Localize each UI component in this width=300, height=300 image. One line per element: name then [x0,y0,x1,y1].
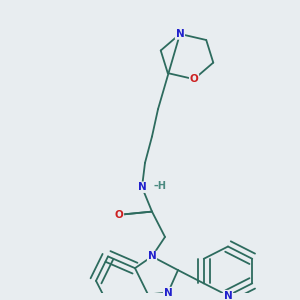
Text: N: N [148,251,156,262]
Text: O: O [115,209,123,220]
Text: N: N [138,182,146,192]
Text: –H: –H [154,181,166,191]
Text: N: N [164,287,172,298]
Text: N: N [176,29,184,39]
Text: O: O [190,74,198,84]
Text: N: N [224,291,232,300]
